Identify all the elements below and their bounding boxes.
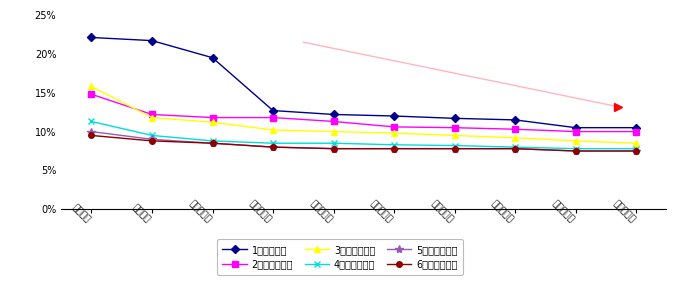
6月份最高涨幅: [269, 145, 277, 149]
Line: 2月份最高涨幅: 2月份最高涨幅: [88, 91, 639, 134]
6月份最高涨幅: [148, 139, 156, 143]
6月份最高涨幅: [329, 147, 337, 150]
2月份最高涨幅: [148, 113, 156, 116]
2月份最高涨幅: [450, 126, 458, 129]
5月份最高涨幅: [269, 145, 277, 149]
5月份最高涨幅: [571, 149, 579, 153]
3月份最高涨幅: [208, 120, 216, 124]
4月份最高涨幅: [87, 120, 95, 123]
1月最高涨幅: [208, 56, 216, 60]
2月份最高涨幅: [632, 130, 641, 133]
6月份最高涨幅: [390, 147, 398, 150]
1月最高涨幅: [87, 36, 95, 39]
6月份最高涨幅: [632, 149, 641, 153]
4月份最高涨幅: [390, 143, 398, 147]
2月份最高涨幅: [390, 125, 398, 129]
1月最高涨幅: [632, 126, 641, 129]
5月份最高涨幅: [87, 130, 95, 133]
5月份最高涨幅: [450, 147, 458, 150]
4月份最高涨幅: [148, 134, 156, 137]
Line: 6月份最高涨幅: 6月份最高涨幅: [88, 133, 639, 154]
3月份最高涨幅: [632, 141, 641, 145]
Line: 1月最高涨幅: 1月最高涨幅: [88, 35, 639, 130]
2月份最高涨幅: [571, 130, 579, 133]
6月份最高涨幅: [511, 147, 520, 150]
5月份最高涨幅: [632, 149, 641, 153]
5月份最高涨幅: [511, 147, 520, 150]
3月份最高涨幅: [390, 131, 398, 135]
1月最高涨幅: [390, 114, 398, 118]
5月份最高涨幅: [329, 147, 337, 150]
6月份最高涨幅: [208, 141, 216, 145]
Line: 4月份最高涨幅: 4月份最高涨幅: [88, 118, 640, 152]
1月最高涨幅: [269, 109, 277, 112]
3月份最高涨幅: [329, 130, 337, 133]
3月份最高涨幅: [450, 134, 458, 137]
4月份最高涨幅: [269, 141, 277, 145]
4月份最高涨幅: [511, 145, 520, 149]
Line: 3月份最高涨幅: 3月份最高涨幅: [88, 84, 639, 146]
1月最高涨幅: [450, 117, 458, 120]
Line: 5月份最高涨幅: 5月份最高涨幅: [87, 127, 641, 155]
4月份最高涨幅: [329, 141, 337, 145]
3月份最高涨幅: [87, 85, 95, 88]
3月份最高涨幅: [511, 136, 520, 140]
4月份最高涨幅: [632, 147, 641, 150]
6月份最高涨幅: [450, 147, 458, 150]
5月份最高涨幅: [390, 147, 398, 150]
2月份最高涨幅: [511, 127, 520, 131]
3月份最高涨幅: [269, 128, 277, 132]
Legend: 1月最高涨幅, 2月份最高涨幅, 3月份最高涨幅, 4月份最高涨幅, 5月份最高涨幅, 6月份最高涨幅: 1月最高涨幅, 2月份最高涨幅, 3月份最高涨幅, 4月份最高涨幅, 5月份最高…: [216, 239, 464, 275]
3月份最高涨幅: [571, 139, 579, 143]
1月最高涨幅: [148, 39, 156, 42]
2月份最高涨幅: [87, 92, 95, 96]
4月份最高涨幅: [208, 139, 216, 143]
1月最高涨幅: [571, 126, 579, 129]
1月最高涨幅: [511, 118, 520, 122]
3月份最高涨幅: [148, 116, 156, 119]
5月份最高涨幅: [208, 141, 216, 145]
1月最高涨幅: [329, 113, 337, 116]
2月份最高涨幅: [329, 120, 337, 123]
4月份最高涨幅: [450, 144, 458, 147]
5月份最高涨幅: [148, 138, 156, 141]
2月份最高涨幅: [269, 116, 277, 119]
6月份最高涨幅: [571, 149, 579, 153]
2月份最高涨幅: [208, 116, 216, 119]
4月份最高涨幅: [571, 147, 579, 150]
6月份最高涨幅: [87, 134, 95, 137]
